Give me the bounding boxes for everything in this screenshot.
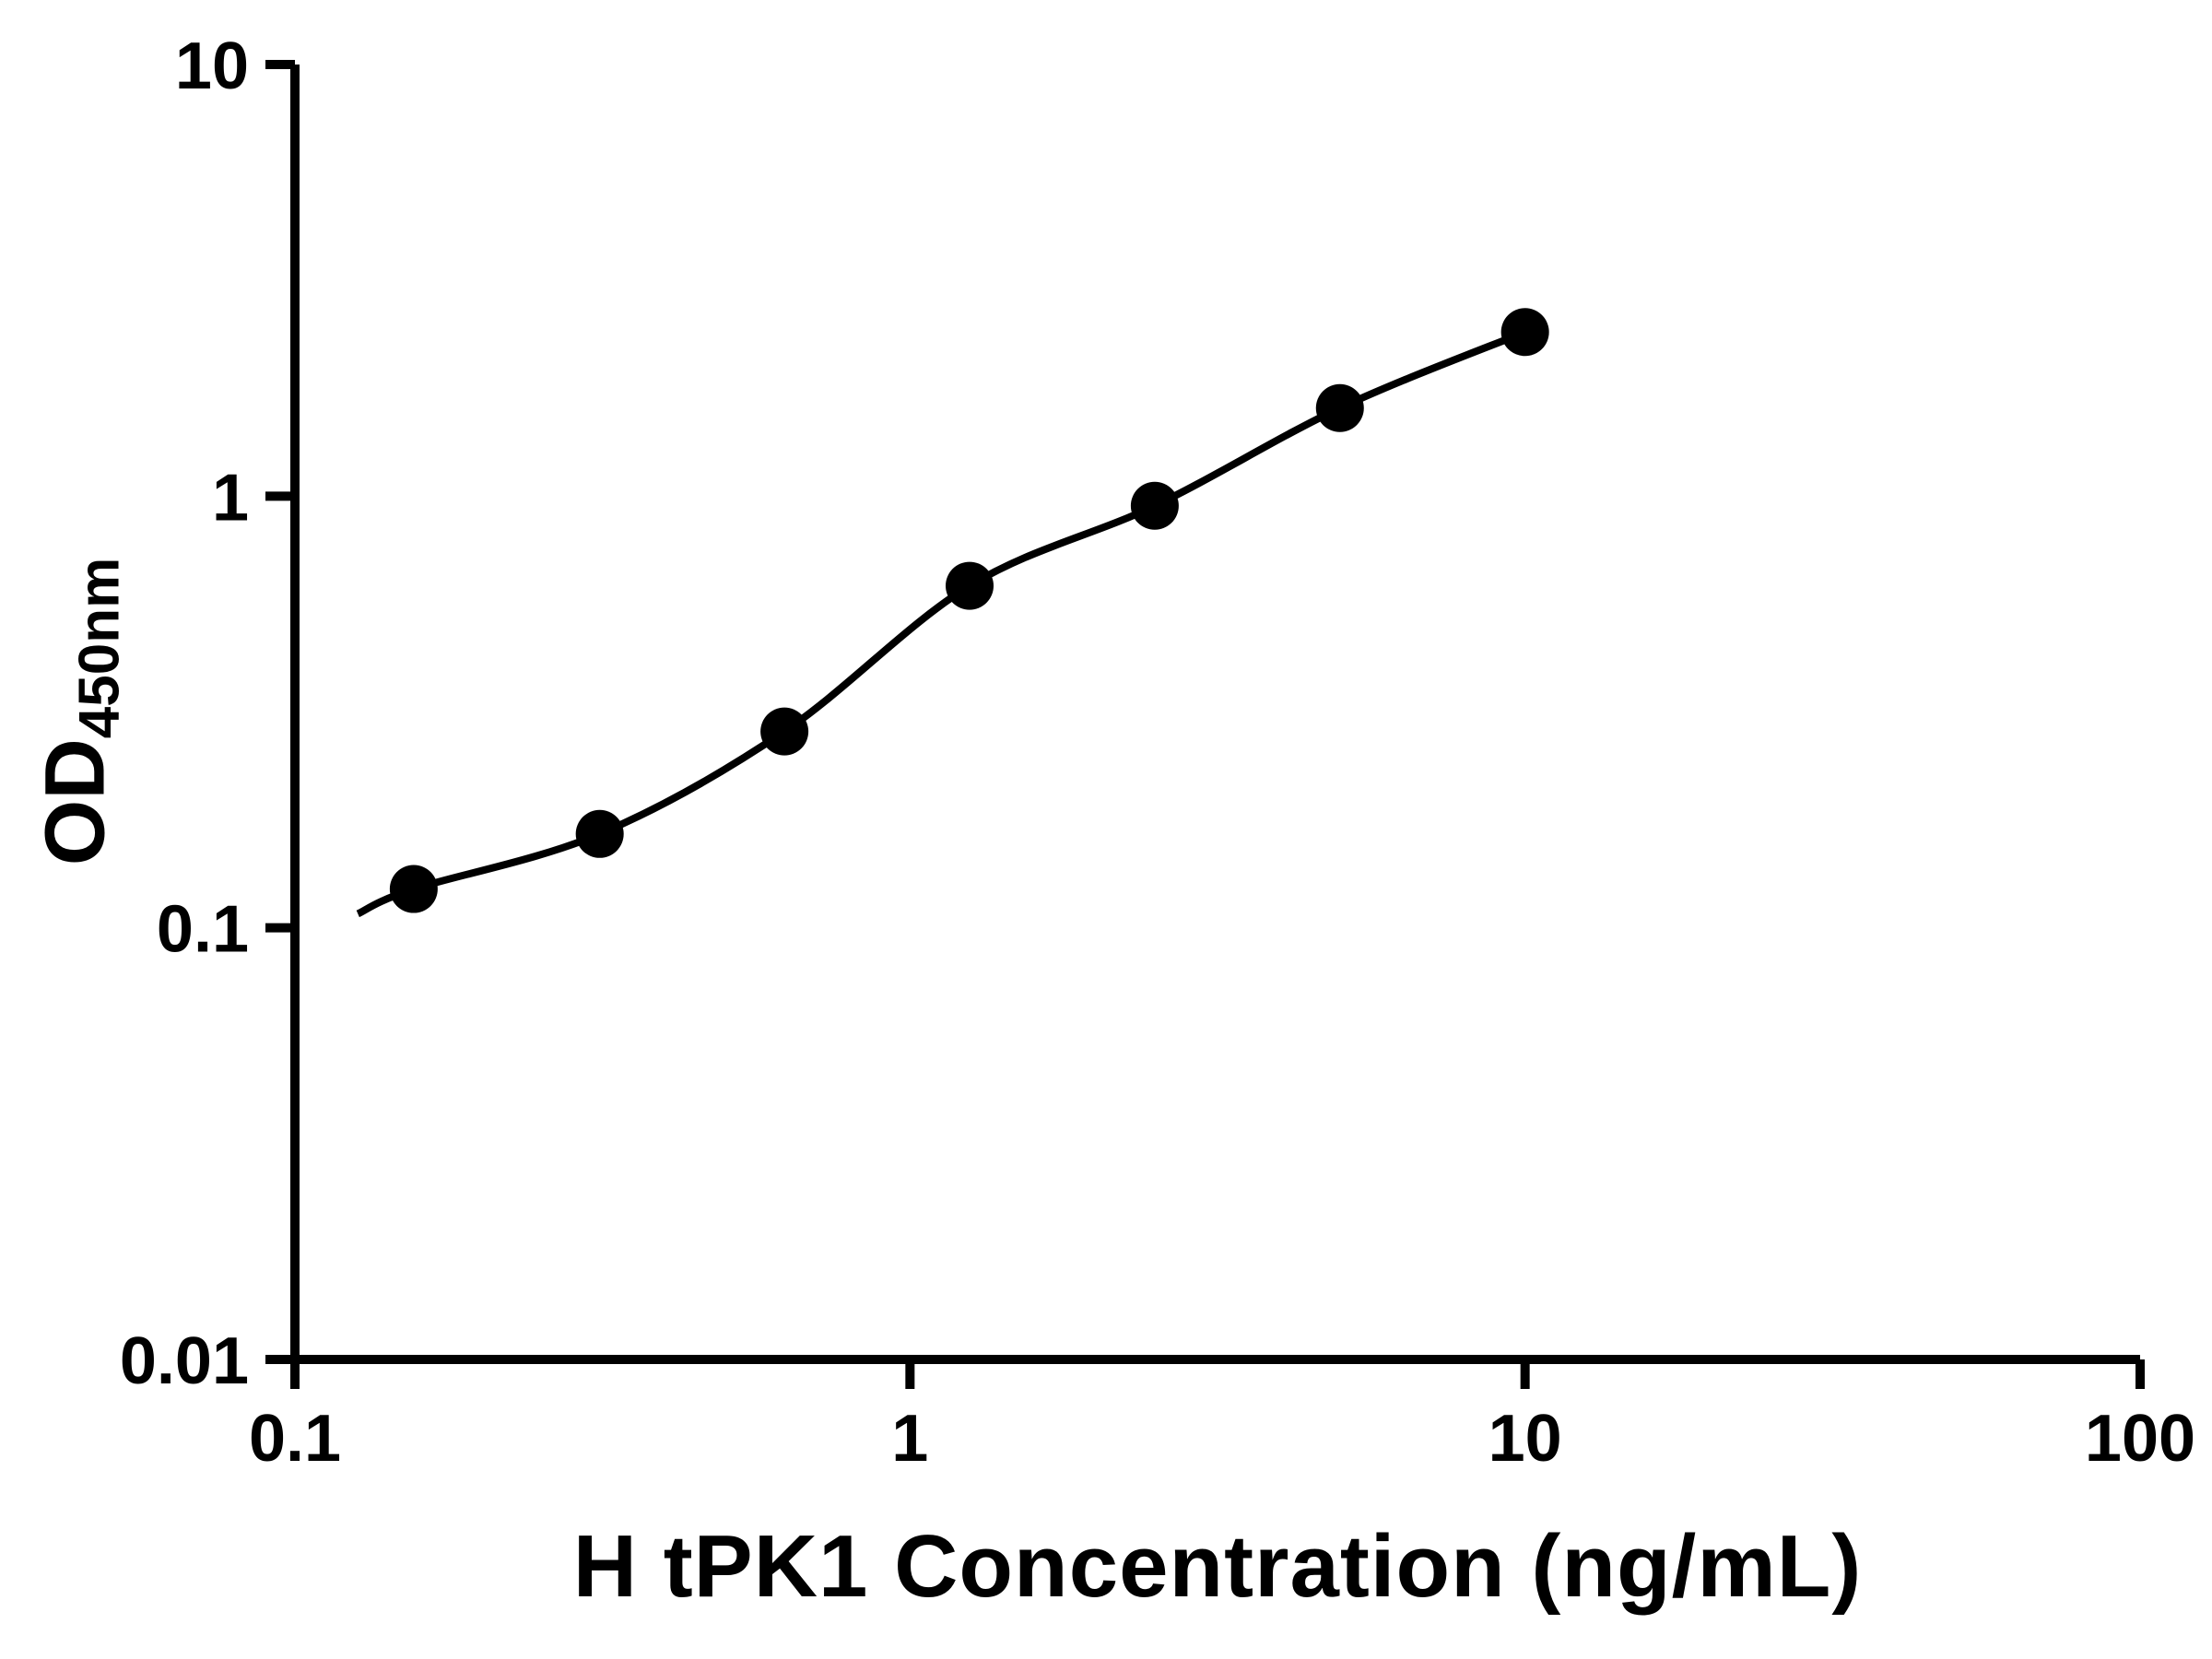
- axis-frame: [290, 65, 2140, 1364]
- data-point: [575, 809, 624, 858]
- x-axis-title: H tPK1 Concentration (ng/mL): [572, 1517, 1863, 1616]
- x-tick-label: 10: [1488, 1402, 1562, 1476]
- y-axis-title-main: OD: [28, 738, 123, 866]
- y-tick-label: 0.01: [120, 1324, 249, 1398]
- data-point: [946, 561, 994, 610]
- data-point: [1500, 308, 1549, 357]
- data-point: [1315, 383, 1364, 432]
- y-tick-label: 1: [212, 461, 249, 535]
- x-tick-label: 0.1: [249, 1402, 341, 1476]
- data-point: [1130, 481, 1179, 530]
- y-axis-title: OD 450nm: [28, 558, 131, 866]
- y-tick-label: 0.1: [157, 893, 249, 967]
- data-point: [760, 707, 809, 756]
- x-tick-label: 100: [2085, 1402, 2195, 1476]
- y-axis-title-subscript: 450nm: [67, 557, 132, 739]
- y-tick-label: 10: [175, 29, 249, 103]
- x-tick-label: 1: [891, 1402, 928, 1476]
- data-point: [389, 865, 438, 913]
